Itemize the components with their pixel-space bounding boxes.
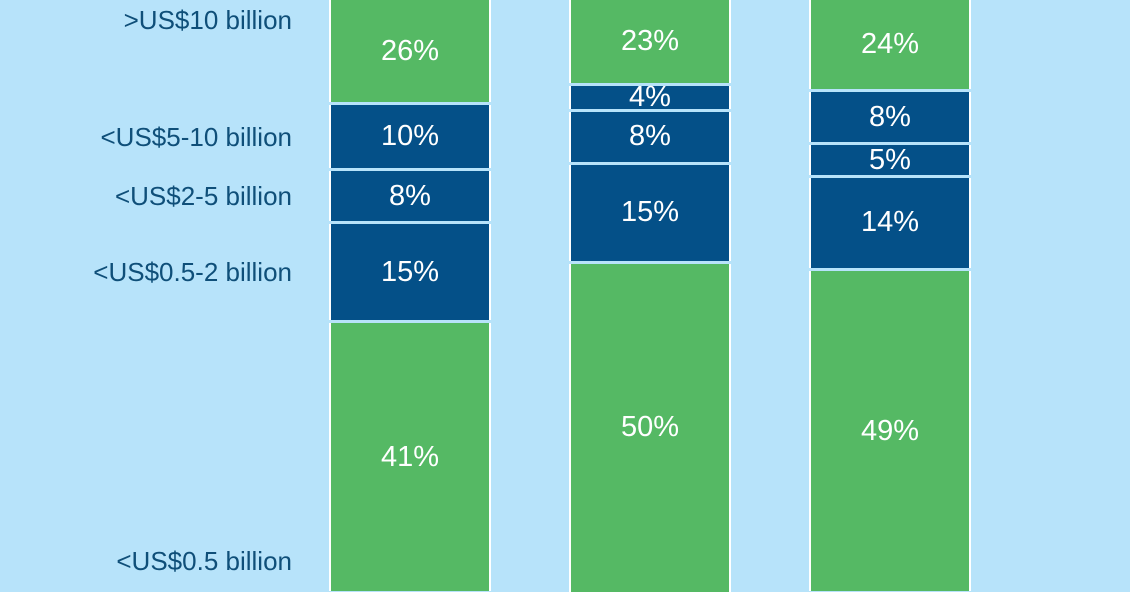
bar-segment: 4% bbox=[569, 80, 731, 113]
bar-segment: 15% bbox=[329, 224, 491, 321]
data-label: 4% bbox=[629, 80, 671, 113]
data-label: 8% bbox=[389, 179, 431, 212]
category-label: >US$10 billion bbox=[123, 5, 292, 35]
data-label: 49% bbox=[860, 414, 920, 447]
data-label: 8% bbox=[869, 100, 911, 133]
bar-segment: 41% bbox=[329, 323, 491, 592]
bar-segment: 5% bbox=[809, 143, 971, 176]
bar-segment: 8% bbox=[329, 171, 491, 222]
data-label: 26% bbox=[380, 34, 440, 67]
data-label: 14% bbox=[860, 206, 920, 239]
data-label: 15% bbox=[380, 255, 440, 288]
data-label: 23% bbox=[620, 25, 680, 57]
category-label: <US$2-5 billion bbox=[114, 181, 292, 212]
category-label: <US$0.5 billion bbox=[116, 546, 292, 576]
data-label: 15% bbox=[620, 196, 680, 229]
bar-segment: 14% bbox=[809, 178, 971, 268]
data-label: 8% bbox=[629, 120, 671, 153]
bar-segment: 49% bbox=[809, 270, 971, 592]
bar-segment: 8% bbox=[809, 92, 971, 142]
bar-segment: 26% bbox=[329, 0, 491, 103]
data-label: 50% bbox=[620, 411, 680, 444]
bar-segment: 10% bbox=[329, 105, 491, 169]
bar-segment: 50% bbox=[569, 264, 731, 592]
category-label: <US$5-10 billion bbox=[100, 121, 292, 152]
data-label: 10% bbox=[380, 120, 440, 153]
bar-segment: 23% bbox=[569, 0, 731, 83]
bar-segment: 24% bbox=[809, 0, 971, 90]
data-label: 41% bbox=[380, 440, 440, 473]
bar-segment: 8% bbox=[569, 111, 731, 162]
bar-segment: 15% bbox=[569, 164, 731, 261]
data-label: 24% bbox=[860, 28, 920, 61]
data-label: 5% bbox=[869, 143, 911, 176]
category-label: <US$0.5-2 billion bbox=[93, 257, 292, 288]
